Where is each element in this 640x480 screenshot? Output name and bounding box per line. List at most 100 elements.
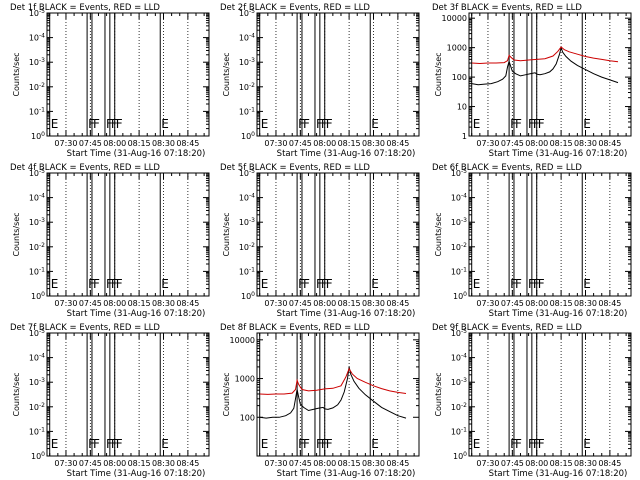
y-tick-label: 10-4 (29, 353, 45, 363)
y-axis-label: Counts/sec (12, 212, 21, 256)
x-tick-label: 08:15 (128, 139, 151, 148)
y-tick-label: 10-5 (29, 8, 45, 18)
panel-det-8f: Det 8f BLACK = Events, RED = LLD 100 1000 1… (220, 323, 420, 479)
marker-label: F (303, 437, 310, 451)
y-tick-label: 10-2 (451, 402, 467, 412)
marker-label: F (321, 437, 328, 451)
panel-title: Det 1f BLACK = Events, RED = LLD (10, 3, 160, 13)
y-tick-label: 10-1 (451, 426, 467, 436)
y-tick-label: 10-1 (239, 266, 255, 276)
y-tick-label: 10-2 (451, 242, 467, 252)
marker-label: F (106, 277, 113, 291)
x-axis-label: Start Time (31-Aug-16 07:18:20) (277, 309, 416, 319)
plot-frame (468, 332, 632, 457)
x-tick-label: 07:30 (264, 139, 287, 148)
marker-label: F (303, 117, 310, 131)
x-tick-label: 08:30 (362, 139, 385, 148)
x-tick-label: 07:45 (289, 299, 312, 308)
y-tick-label: 100 (31, 451, 45, 461)
y-tick-label: 10-5 (29, 328, 45, 338)
y-tick-label: 10-1 (29, 266, 45, 276)
marker-label: E (583, 277, 591, 291)
y-tick-label: 1 (462, 132, 467, 141)
panel-det-1f: Det 1f BLACK = Events, RED = LLD 100 10-1 1… (10, 3, 210, 159)
y-tick-label: 10-3 (29, 217, 45, 227)
x-tick-label: 07:45 (79, 139, 102, 148)
x-tick-label: 07:30 (264, 459, 287, 468)
marker-label: F (93, 277, 100, 291)
marker-label: F (106, 437, 113, 451)
plot-frame (46, 332, 210, 457)
panel-title: Det 8f BLACK = Events, RED = LLD (220, 323, 370, 333)
marker-label: F (510, 117, 517, 131)
marker-label: E (51, 117, 59, 131)
x-tick-label: 07:45 (501, 139, 524, 148)
y-axis-label: Counts/sec (222, 372, 231, 416)
y-tick-label: 10-2 (29, 82, 45, 92)
marker-label: E (371, 117, 379, 131)
x-axis-label: Start Time (31-Aug-16 07:18:20) (489, 309, 628, 319)
x-tick-label: 08:30 (574, 459, 597, 468)
x-tick-label: 08:30 (362, 299, 385, 308)
panel-det-3f: Det 3f BLACK = Events, RED = LLD 1 10 100 10… (432, 3, 632, 159)
y-tick-label: 10000 (230, 336, 255, 345)
panel-title: Det 2f BLACK = Events, RED = LLD (220, 3, 370, 13)
marker-label: F (298, 437, 305, 451)
x-axis-label: Start Time (31-Aug-16 07:18:20) (67, 309, 206, 319)
y-tick-label: 10-5 (239, 8, 255, 18)
marker-label: F (326, 437, 333, 451)
series-lld-line (471, 46, 619, 65)
x-tick-label: 08:00 (525, 299, 548, 308)
y-tick-label: 10-3 (451, 377, 467, 387)
panel-det-5f: Det 5f BLACK = Events, RED = LLD 100 10-1 1… (220, 163, 420, 319)
x-tick-label: 07:45 (289, 459, 312, 468)
y-tick-label: 10-2 (29, 242, 45, 252)
y-tick-label: 10-2 (29, 402, 45, 412)
y-axis-label: Counts/sec (434, 212, 443, 256)
marker-label: E (261, 277, 269, 291)
marker-label: F (116, 277, 123, 291)
marker-label: F (111, 277, 118, 291)
x-tick-label: 08:45 (598, 299, 621, 308)
x-tick-label: 07:30 (54, 459, 77, 468)
marker-label: F (533, 437, 540, 451)
x-axis-label: Start Time (31-Aug-16 07:18:20) (277, 469, 416, 479)
x-tick-label: 08:45 (386, 459, 409, 468)
plot-frame (468, 172, 632, 297)
y-tick-label: 1000 (235, 375, 255, 384)
marker-label: F (321, 277, 328, 291)
x-tick-label: 08:30 (152, 139, 175, 148)
x-tick-label: 08:00 (525, 459, 548, 468)
y-axis-label: Counts/sec (434, 372, 443, 416)
y-tick-label: 10-5 (29, 168, 45, 178)
panel-det-2f: Det 2f BLACK = Events, RED = LLD 100 10-1 1… (220, 3, 420, 159)
x-tick-label: 08:30 (362, 459, 385, 468)
marker-label: E (473, 277, 481, 291)
marker-label: F (111, 437, 118, 451)
x-tick-label: 07:30 (476, 139, 499, 148)
x-tick-label: 07:45 (501, 299, 524, 308)
marker-label: E (583, 437, 591, 451)
y-tick-label: 100 (241, 131, 255, 141)
marker-label: E (161, 117, 169, 131)
plot-frame (256, 172, 420, 297)
x-axis-label: Start Time (31-Aug-16 07:18:20) (277, 149, 416, 159)
x-tick-label: 08:15 (550, 139, 573, 148)
marker-label: F (93, 437, 100, 451)
marker-label: F (88, 277, 95, 291)
y-tick-label: 10-4 (29, 33, 45, 43)
y-tick-label: 10 (457, 103, 467, 112)
x-tick-label: 08:00 (313, 139, 336, 148)
marker-label: F (326, 277, 333, 291)
marker-label: F (303, 277, 310, 291)
x-tick-label: 08:45 (598, 139, 621, 148)
y-axis-label: Counts/sec (222, 212, 231, 256)
x-tick-label: 08:15 (550, 459, 573, 468)
x-tick-label: 08:15 (338, 299, 361, 308)
y-tick-label: 10-4 (239, 193, 255, 203)
x-tick-label: 08:30 (574, 299, 597, 308)
marker-label: F (528, 437, 535, 451)
marker-label: F (326, 117, 333, 131)
x-tick-label: 08:45 (386, 299, 409, 308)
